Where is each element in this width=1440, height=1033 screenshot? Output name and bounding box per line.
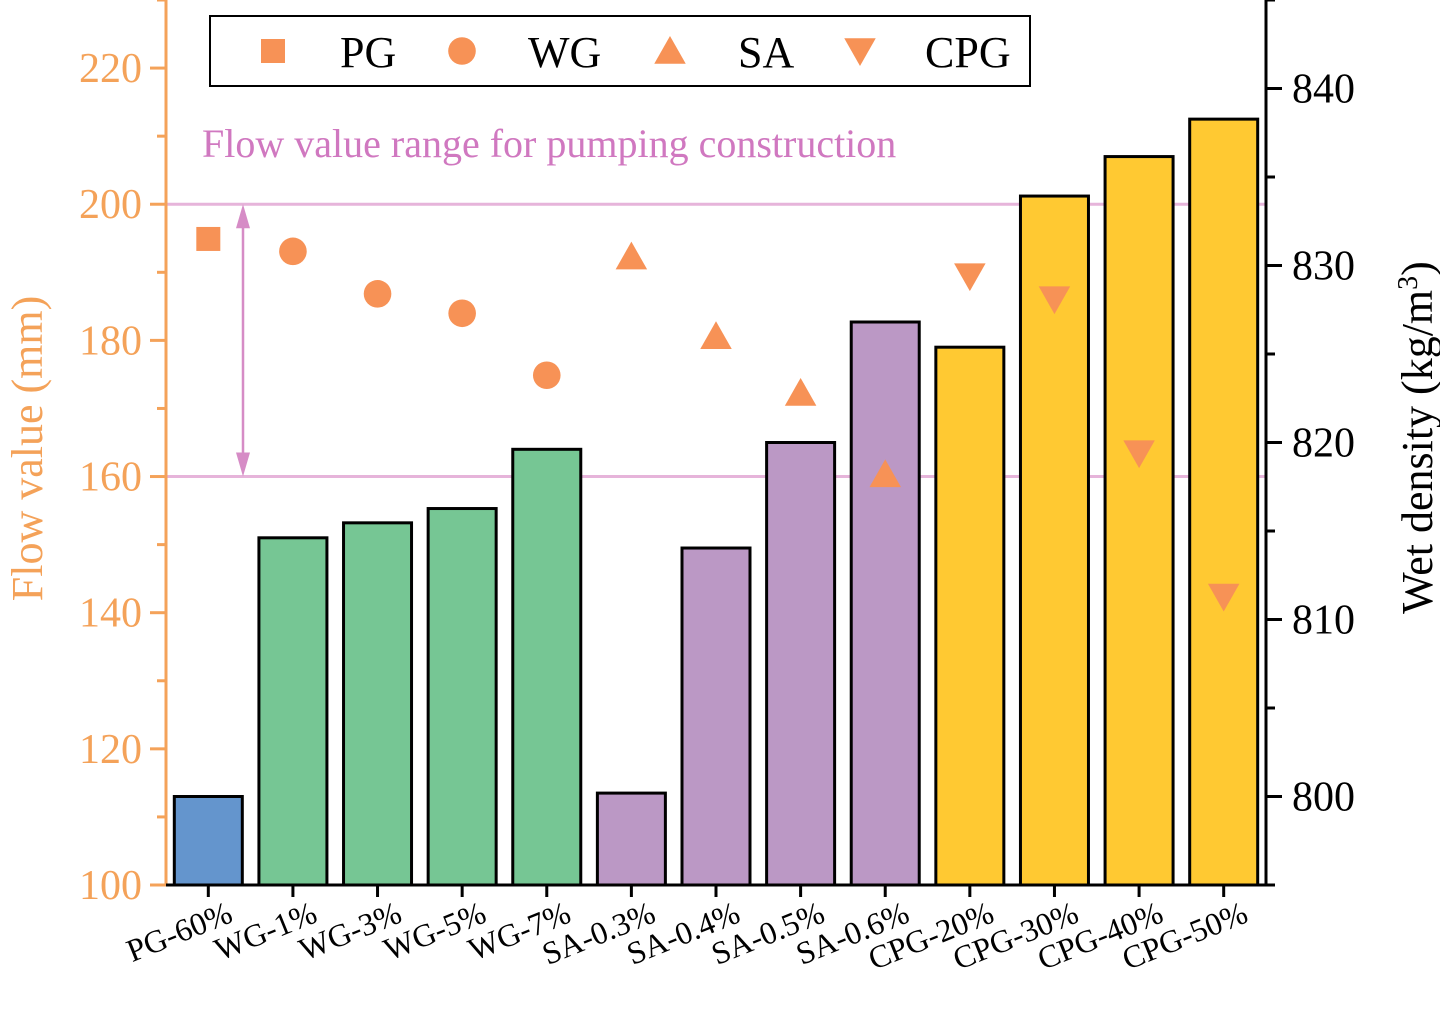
right-tick-label: 810 bbox=[1292, 598, 1355, 644]
bar-SA-0.3% bbox=[595, 791, 667, 887]
marker-PG-PG-60% bbox=[196, 226, 221, 251]
bar-SA-0.5% bbox=[765, 441, 837, 887]
left-tick-label: 120 bbox=[79, 727, 142, 773]
marker-SA-SA-0.4% bbox=[700, 321, 732, 350]
bars-layer bbox=[172, 117, 1260, 887]
bar-SA-0.6% bbox=[849, 320, 921, 887]
marker-SA-SA-0.3% bbox=[615, 241, 648, 270]
right-axis-title: Wet density (kg/m3) bbox=[1393, 261, 1440, 614]
marker-WG-WG-5% bbox=[448, 299, 476, 328]
axes-layer bbox=[150, 0, 1282, 897]
marker-CPG-CPG-40% bbox=[1123, 440, 1155, 469]
marker-CPG-CPG-50% bbox=[1207, 583, 1240, 612]
legend-label-PG: PG bbox=[340, 28, 396, 77]
bar-SA-0.4% bbox=[680, 546, 752, 887]
left-tick-label: 100 bbox=[79, 863, 142, 909]
bar-WG-1% bbox=[257, 536, 329, 887]
legend-box bbox=[209, 15, 1031, 87]
legend-marker-WG bbox=[448, 37, 476, 65]
bar-WG-7% bbox=[511, 447, 583, 887]
pumping-range-annotation: Flow value range for pumping constructio… bbox=[202, 121, 896, 166]
right-tick-label: 800 bbox=[1292, 775, 1355, 821]
legend-marker-SA bbox=[654, 36, 686, 64]
marker-CPG-CPG-20% bbox=[954, 263, 986, 292]
marker-WG-WG-1% bbox=[279, 237, 307, 266]
range-arrow-head-down bbox=[236, 452, 250, 477]
legend-label-SA: SA bbox=[738, 28, 794, 77]
legend-label-WG: WG bbox=[528, 28, 601, 77]
right-tick-label: 830 bbox=[1292, 244, 1355, 290]
marker-WG-WG-7% bbox=[532, 361, 561, 390]
legend-label-CPG: CPG bbox=[925, 28, 1011, 77]
marker-CPG-CPG-30% bbox=[1038, 286, 1071, 315]
right-tick-label: 820 bbox=[1292, 421, 1355, 467]
marker-SA-SA-0.6% bbox=[869, 459, 901, 488]
legend-marker-CPG bbox=[844, 38, 876, 66]
legend-marker-PG bbox=[261, 39, 285, 63]
bar-WG-3% bbox=[342, 521, 414, 887]
left-tick-label: 160 bbox=[79, 455, 142, 501]
marker-SA-SA-0.5% bbox=[784, 377, 817, 406]
bar-CPG-40% bbox=[1103, 155, 1175, 887]
left-tick-label: 180 bbox=[79, 318, 142, 364]
right-tick-label: 840 bbox=[1292, 67, 1355, 113]
bar-PG-60% bbox=[172, 795, 244, 887]
range-arrow-head-up bbox=[236, 204, 250, 229]
left-tick-label: 200 bbox=[79, 182, 142, 228]
bar-CPG-20% bbox=[934, 345, 1006, 887]
marker-WG-WG-3% bbox=[363, 280, 392, 308]
left-tick-label: 220 bbox=[79, 46, 142, 92]
bar-WG-5% bbox=[426, 507, 498, 887]
bar-CPG-50% bbox=[1188, 117, 1260, 887]
legend: PG WG SA CPG bbox=[209, 15, 1031, 87]
left-tick-label: 140 bbox=[79, 591, 142, 637]
markers-layer bbox=[196, 226, 1240, 612]
left-axis-title: Flow value (mm) bbox=[3, 296, 52, 602]
